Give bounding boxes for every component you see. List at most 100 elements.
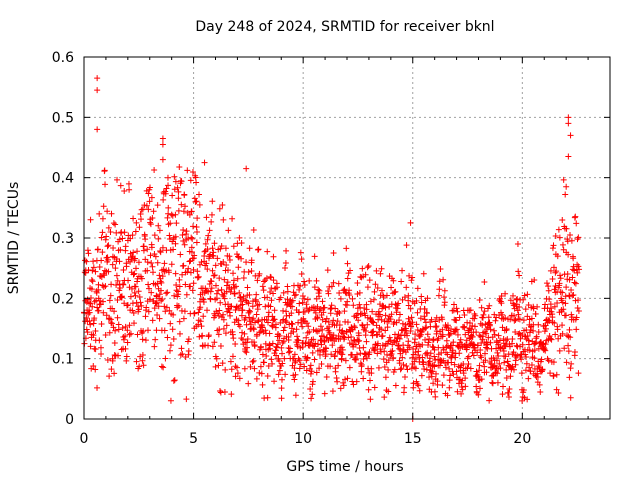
data-point [561, 345, 568, 352]
data-point [380, 356, 387, 363]
data-point [296, 365, 303, 372]
data-point [307, 385, 314, 392]
data-point [112, 265, 119, 272]
data-point [412, 356, 419, 363]
data-point [395, 300, 402, 307]
data-point [414, 309, 421, 316]
data-point [154, 299, 161, 306]
data-point [374, 350, 381, 357]
data-point [191, 310, 198, 317]
data-point [343, 245, 350, 252]
data-point [220, 258, 227, 265]
data-point [390, 277, 397, 284]
data-point [402, 321, 409, 328]
data-point [559, 241, 566, 248]
data-point [125, 277, 132, 284]
data-point [284, 283, 291, 290]
data-point [258, 370, 265, 377]
data-point [201, 159, 208, 166]
data-point [172, 233, 179, 240]
data-point [484, 341, 491, 348]
data-point [454, 308, 461, 315]
data-point [223, 262, 230, 269]
data-point [388, 311, 395, 318]
data-point [323, 374, 330, 381]
data-point [155, 222, 162, 229]
data-point [132, 283, 139, 290]
data-point [229, 331, 236, 338]
data-point [264, 394, 271, 401]
data-point [324, 267, 331, 274]
data-point [461, 311, 468, 318]
data-point [286, 348, 293, 355]
data-point [332, 305, 339, 312]
data-point [430, 336, 437, 343]
data-point [424, 295, 431, 302]
data-point [535, 321, 542, 328]
data-point [541, 346, 548, 353]
data-point [528, 361, 535, 368]
data-point [159, 296, 166, 303]
data-point [441, 299, 448, 306]
x-tick-label: 15 [404, 431, 422, 447]
data-point [296, 286, 303, 293]
data-point [440, 276, 447, 283]
data-point [361, 324, 368, 331]
data-point [214, 255, 221, 262]
data-point [101, 167, 108, 174]
data-point [102, 283, 109, 290]
data-point [309, 391, 316, 398]
data-point [497, 337, 504, 344]
data-point [344, 319, 351, 326]
data-point [278, 385, 285, 392]
data-point [367, 298, 374, 305]
x-tick-label: 5 [189, 431, 198, 447]
data-point [246, 307, 253, 314]
data-point [431, 346, 438, 353]
data-point [476, 332, 483, 339]
data-point [98, 320, 105, 327]
data-point [127, 293, 134, 300]
data-point [132, 255, 139, 262]
data-point [108, 210, 115, 217]
data-point [416, 387, 423, 394]
data-point [330, 249, 337, 256]
data-point [241, 330, 248, 337]
data-point [533, 333, 540, 340]
data-point [495, 332, 502, 339]
data-point [409, 354, 416, 361]
data-point [264, 373, 271, 380]
data-point [183, 231, 190, 238]
data-point [232, 373, 239, 380]
data-point [100, 298, 107, 305]
data-point [405, 292, 412, 299]
data-point [221, 295, 228, 302]
data-point [90, 264, 97, 271]
data-point [262, 327, 269, 334]
data-point [570, 292, 577, 299]
data-point [306, 277, 313, 284]
data-point [308, 395, 315, 402]
data-point [407, 219, 414, 226]
data-point [94, 126, 101, 133]
data-point [167, 320, 174, 327]
data-point [126, 186, 133, 193]
data-point [122, 333, 129, 340]
data-point [516, 316, 523, 323]
data-point [200, 298, 207, 305]
data-point [465, 353, 472, 360]
data-point [197, 318, 204, 325]
data-point [371, 384, 378, 391]
data-point [233, 364, 240, 371]
data-point [404, 332, 411, 339]
data-point [173, 282, 180, 289]
data-point [157, 249, 164, 256]
data-point [476, 297, 483, 304]
data-point [227, 312, 234, 319]
data-point [309, 378, 316, 385]
data-point [96, 210, 103, 217]
data-point [264, 248, 271, 255]
data-point [554, 299, 561, 306]
data-point [480, 311, 487, 318]
data-point [149, 214, 156, 221]
